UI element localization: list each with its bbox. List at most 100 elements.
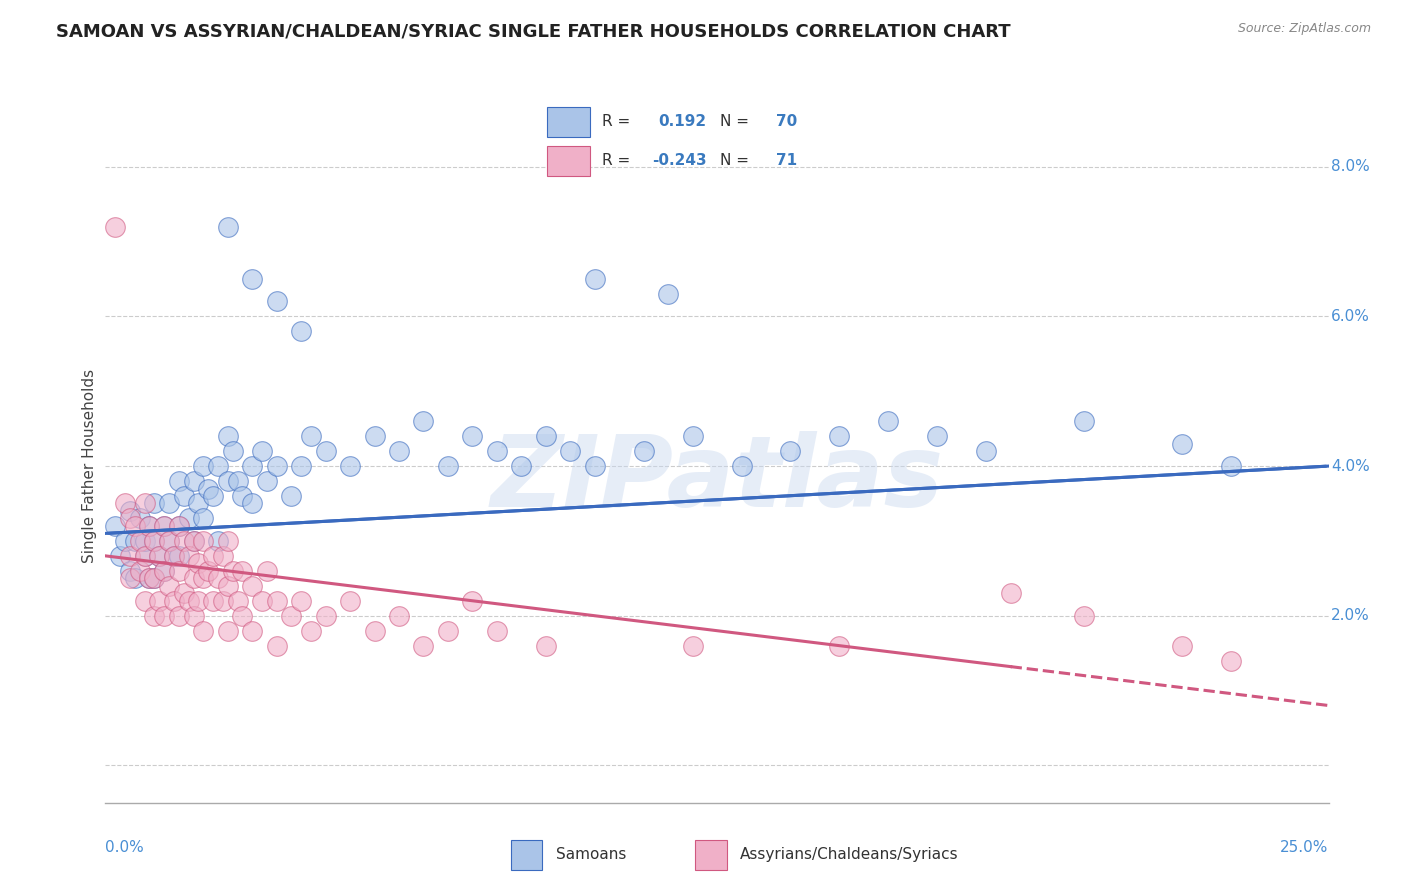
Point (1171, 436, 1194, 450)
Point (177, 511, 200, 525)
Point (633, 444, 655, 458)
Point (153, 608, 176, 623)
Point (461, 429, 484, 443)
Text: 6.0%: 6.0% (1331, 309, 1369, 324)
Text: N =: N = (720, 153, 749, 169)
Point (114, 496, 136, 510)
Point (193, 624, 215, 638)
Point (583, 459, 606, 474)
Point (250, 444, 273, 458)
Point (183, 533, 205, 548)
Point (148, 594, 170, 608)
Point (143, 571, 166, 585)
Point (114, 533, 136, 548)
Point (143, 608, 166, 623)
Point (187, 557, 209, 571)
FancyBboxPatch shape (695, 840, 727, 870)
Point (290, 325, 312, 339)
Point (167, 564, 190, 578)
Point (207, 571, 229, 585)
Point (167, 549, 190, 563)
Point (226, 474, 249, 488)
Point (163, 549, 186, 563)
Point (167, 519, 190, 533)
Point (217, 624, 239, 638)
Text: 8.0%: 8.0% (1331, 160, 1369, 174)
Point (143, 496, 166, 510)
Point (138, 519, 160, 533)
Point (207, 459, 229, 474)
FancyBboxPatch shape (547, 107, 591, 137)
Point (1073, 608, 1095, 623)
Point (682, 639, 704, 653)
Point (134, 594, 156, 608)
Text: 25.0%: 25.0% (1281, 840, 1329, 855)
Point (118, 511, 141, 525)
Text: 0.192: 0.192 (658, 114, 706, 129)
Point (231, 564, 253, 578)
Point (167, 474, 190, 488)
Text: 4.0%: 4.0% (1331, 458, 1369, 474)
Point (128, 511, 150, 525)
Point (240, 579, 263, 593)
Point (138, 571, 160, 585)
Text: Assyrians/Chaldeans/Syriacs: Assyrians/Chaldeans/Syriacs (740, 847, 959, 862)
Point (315, 608, 337, 623)
Point (240, 496, 263, 510)
Point (266, 594, 288, 608)
Text: N =: N = (720, 114, 749, 129)
Point (1000, 586, 1022, 600)
Point (828, 639, 851, 653)
Point (163, 549, 186, 563)
Text: Source: ZipAtlas.com: Source: ZipAtlas.com (1237, 22, 1371, 36)
Point (534, 639, 557, 653)
Point (183, 533, 205, 548)
Point (108, 549, 131, 563)
Point (187, 496, 209, 510)
Point (510, 459, 533, 474)
Point (202, 594, 225, 608)
Point (256, 474, 278, 488)
Text: -0.243: -0.243 (652, 153, 706, 169)
Point (534, 429, 557, 443)
Point (461, 594, 484, 608)
Text: SAMOAN VS ASSYRIAN/CHALDEAN/SYRIAC SINGLE FATHER HOUSEHOLDS CORRELATION CHART: SAMOAN VS ASSYRIAN/CHALDEAN/SYRIAC SINGL… (56, 22, 1011, 40)
Point (124, 571, 146, 585)
Point (124, 519, 146, 533)
Point (339, 459, 361, 474)
Point (183, 474, 205, 488)
Point (266, 639, 288, 653)
Point (177, 594, 200, 608)
Point (315, 444, 337, 458)
Point (221, 444, 243, 458)
Point (104, 519, 127, 533)
Point (153, 519, 176, 533)
Point (197, 482, 219, 496)
Point (118, 564, 141, 578)
Point (217, 533, 239, 548)
Point (163, 594, 186, 608)
Point (153, 519, 176, 533)
Point (134, 496, 156, 510)
Point (299, 624, 322, 638)
Point (202, 489, 225, 503)
Point (183, 571, 205, 585)
Point (138, 519, 160, 533)
Point (217, 429, 239, 443)
Point (167, 519, 190, 533)
Point (193, 571, 215, 585)
Point (240, 624, 263, 638)
Point (167, 608, 190, 623)
Point (217, 579, 239, 593)
Point (412, 639, 434, 653)
Point (212, 549, 235, 563)
Point (437, 624, 460, 638)
Point (974, 444, 997, 458)
Point (143, 533, 166, 548)
Point (1073, 414, 1095, 428)
Point (193, 459, 215, 474)
FancyBboxPatch shape (547, 145, 591, 176)
Point (388, 608, 411, 623)
Point (339, 594, 361, 608)
Text: 2.0%: 2.0% (1331, 608, 1369, 624)
